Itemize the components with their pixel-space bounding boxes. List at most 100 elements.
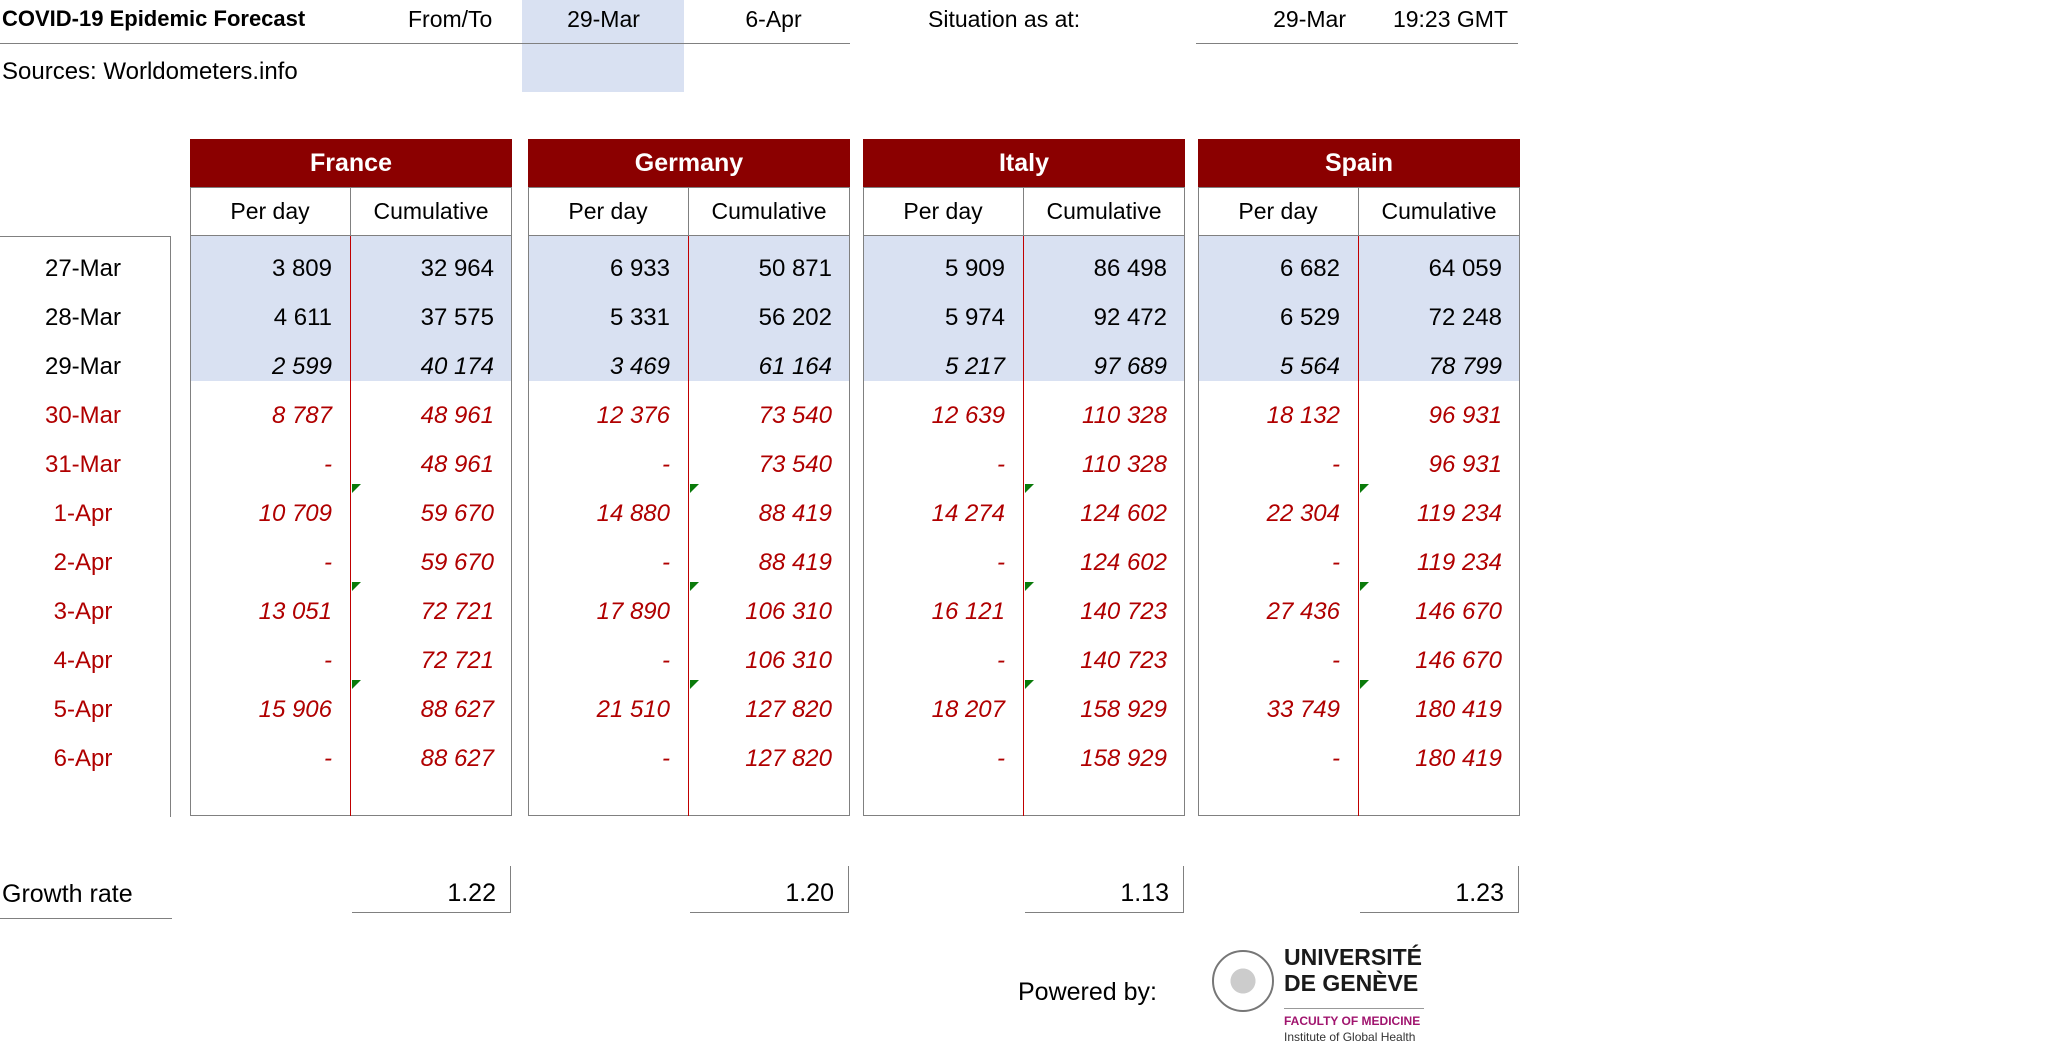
cumulative-cell[interactable]: 88 627 bbox=[420, 696, 494, 723]
cumulative-cell[interactable]: 92 472 bbox=[1093, 304, 1167, 331]
logo-faculty: FACULTY OF MEDICINE bbox=[1284, 1014, 1421, 1028]
cumulative-cell[interactable]: 106 310 bbox=[745, 598, 832, 625]
per-day-cell[interactable]: 16 121 bbox=[931, 598, 1005, 625]
cumulative-cell[interactable]: 72 721 bbox=[420, 647, 494, 674]
cumulative-cell[interactable]: 124 602 bbox=[1080, 549, 1167, 576]
comment-marker-icon bbox=[690, 680, 699, 689]
per-day-cell[interactable]: - bbox=[662, 745, 670, 772]
per-day-cell[interactable]: - bbox=[662, 451, 670, 478]
comment-marker-icon bbox=[1360, 484, 1369, 493]
per-day-cell[interactable]: - bbox=[324, 647, 332, 674]
cumulative-cell[interactable]: 72 248 bbox=[1428, 304, 1502, 331]
per-day-cell[interactable]: - bbox=[997, 745, 1005, 772]
per-day-cell[interactable]: 5 217 bbox=[944, 353, 1005, 380]
cumulative-cell[interactable]: 59 670 bbox=[420, 500, 494, 527]
situation-date: 29-Mar bbox=[1273, 6, 1346, 32]
per-day-cell[interactable]: 3 809 bbox=[271, 255, 332, 282]
per-day-cell[interactable]: - bbox=[1332, 745, 1340, 772]
cumulative-cell[interactable]: 88 419 bbox=[758, 549, 832, 576]
cumulative-cell[interactable]: 50 871 bbox=[758, 255, 832, 282]
to-date[interactable]: 6-Apr bbox=[745, 6, 802, 32]
per-day-cell[interactable]: 12 376 bbox=[596, 402, 670, 429]
per-day-cell[interactable]: - bbox=[324, 745, 332, 772]
cumulative-cell[interactable]: 96 931 bbox=[1428, 402, 1502, 429]
per-day-cell[interactable]: 15 906 bbox=[258, 696, 332, 723]
cumulative-cell[interactable]: 48 961 bbox=[420, 402, 494, 429]
per-day-cell[interactable]: 6 529 bbox=[1279, 304, 1340, 331]
header-separator bbox=[1198, 235, 1520, 236]
cumulative-cell[interactable]: 56 202 bbox=[758, 304, 832, 331]
cumulative-cell[interactable]: 59 670 bbox=[420, 549, 494, 576]
per-day-cell[interactable]: 13 051 bbox=[258, 598, 332, 625]
per-day-cell[interactable]: - bbox=[324, 451, 332, 478]
cumulative-cell[interactable]: 73 540 bbox=[758, 402, 832, 429]
per-day-cell[interactable]: 5 974 bbox=[944, 304, 1005, 331]
cumulative-cell[interactable]: 158 929 bbox=[1080, 745, 1167, 772]
cumulative-cell[interactable]: 146 670 bbox=[1415, 647, 1502, 674]
per-day-cell[interactable]: 10 709 bbox=[258, 500, 332, 527]
per-day-cell[interactable]: 14 274 bbox=[931, 500, 1005, 527]
cumulative-cell[interactable]: 110 328 bbox=[1082, 451, 1167, 478]
per-day-cell[interactable]: 14 880 bbox=[596, 500, 670, 527]
per-day-cell[interactable]: - bbox=[662, 549, 670, 576]
per-day-cell[interactable]: 12 639 bbox=[931, 402, 1005, 429]
per-day-cell[interactable]: - bbox=[997, 647, 1005, 674]
cumulative-cell[interactable]: 48 961 bbox=[420, 451, 494, 478]
cumulative-cell[interactable]: 73 540 bbox=[758, 451, 832, 478]
cumulative-cell[interactable]: 140 723 bbox=[1080, 647, 1167, 674]
cumulative-cell[interactable]: 97 689 bbox=[1093, 353, 1167, 380]
cumulative-cell[interactable]: 180 419 bbox=[1415, 745, 1502, 772]
per-day-cell[interactable]: - bbox=[1332, 647, 1340, 674]
from-date[interactable]: 29-Mar bbox=[567, 6, 640, 32]
date-label: 27-Mar bbox=[44, 255, 122, 282]
cumulative-cell[interactable]: 96 931 bbox=[1428, 451, 1502, 478]
column-divider bbox=[350, 187, 351, 235]
cumulative-cell[interactable]: 37 575 bbox=[420, 304, 494, 331]
cumulative-cell[interactable]: 106 310 bbox=[745, 647, 832, 674]
cumulative-cell[interactable]: 119 234 bbox=[1417, 500, 1502, 527]
cumulative-cell[interactable]: 180 419 bbox=[1415, 696, 1502, 723]
per-day-cell[interactable]: 2 599 bbox=[271, 353, 332, 380]
per-day-cell[interactable]: - bbox=[1332, 451, 1340, 478]
date-label: 30-Mar bbox=[44, 402, 122, 429]
cumulative-cell[interactable]: 158 929 bbox=[1080, 696, 1167, 723]
cumulative-cell[interactable]: 140 723 bbox=[1080, 598, 1167, 625]
per-day-cell[interactable]: 5 909 bbox=[944, 255, 1005, 282]
per-day-cell[interactable]: 21 510 bbox=[596, 696, 670, 723]
per-day-cell[interactable]: 3 469 bbox=[609, 353, 670, 380]
cumulative-cell[interactable]: 127 820 bbox=[745, 745, 832, 772]
per-day-cell[interactable]: - bbox=[324, 549, 332, 576]
per-day-cell[interactable]: 22 304 bbox=[1266, 500, 1340, 527]
per-day-cell[interactable]: 4 611 bbox=[273, 304, 332, 331]
per-day-cell[interactable]: - bbox=[662, 647, 670, 674]
cumulative-cell[interactable]: 32 964 bbox=[420, 255, 494, 282]
per-day-cell[interactable]: - bbox=[997, 549, 1005, 576]
cumulative-cell[interactable]: 127 820 bbox=[745, 696, 832, 723]
cumulative-cell[interactable]: 146 670 bbox=[1415, 598, 1502, 625]
per-day-cell[interactable]: 6 682 bbox=[1279, 255, 1340, 282]
per-day-cell[interactable]: 6 933 bbox=[609, 255, 670, 282]
per-day-cell[interactable]: 5 564 bbox=[1279, 353, 1340, 380]
per-day-cell[interactable]: 18 207 bbox=[931, 696, 1005, 723]
per-day-cell[interactable]: 17 890 bbox=[596, 598, 670, 625]
per-day-cell[interactable]: 8 787 bbox=[271, 402, 332, 429]
cumulative-cell[interactable]: 110 328 bbox=[1082, 402, 1167, 429]
per-day-cell[interactable]: - bbox=[1332, 549, 1340, 576]
per-day-cell[interactable]: 5 331 bbox=[609, 304, 670, 331]
per-day-cell[interactable]: 18 132 bbox=[1266, 402, 1340, 429]
country-name: France bbox=[190, 139, 512, 187]
cumulative-cell[interactable]: 40 174 bbox=[420, 353, 494, 380]
cumulative-cell[interactable]: 64 059 bbox=[1428, 255, 1502, 282]
cumulative-cell[interactable]: 61 164 bbox=[758, 353, 832, 380]
cumulative-cell[interactable]: 124 602 bbox=[1080, 500, 1167, 527]
cumulative-cell[interactable]: 119 234 bbox=[1417, 549, 1502, 576]
cumulative-cell[interactable]: 88 419 bbox=[758, 500, 832, 527]
column-divider-red bbox=[1023, 235, 1024, 816]
per-day-cell[interactable]: 27 436 bbox=[1266, 598, 1340, 625]
cumulative-cell[interactable]: 86 498 bbox=[1093, 255, 1167, 282]
cumulative-cell[interactable]: 78 799 bbox=[1428, 353, 1502, 380]
cumulative-cell[interactable]: 88 627 bbox=[420, 745, 494, 772]
per-day-cell[interactable]: - bbox=[997, 451, 1005, 478]
cumulative-cell[interactable]: 72 721 bbox=[420, 598, 494, 625]
per-day-cell[interactable]: 33 749 bbox=[1266, 696, 1340, 723]
